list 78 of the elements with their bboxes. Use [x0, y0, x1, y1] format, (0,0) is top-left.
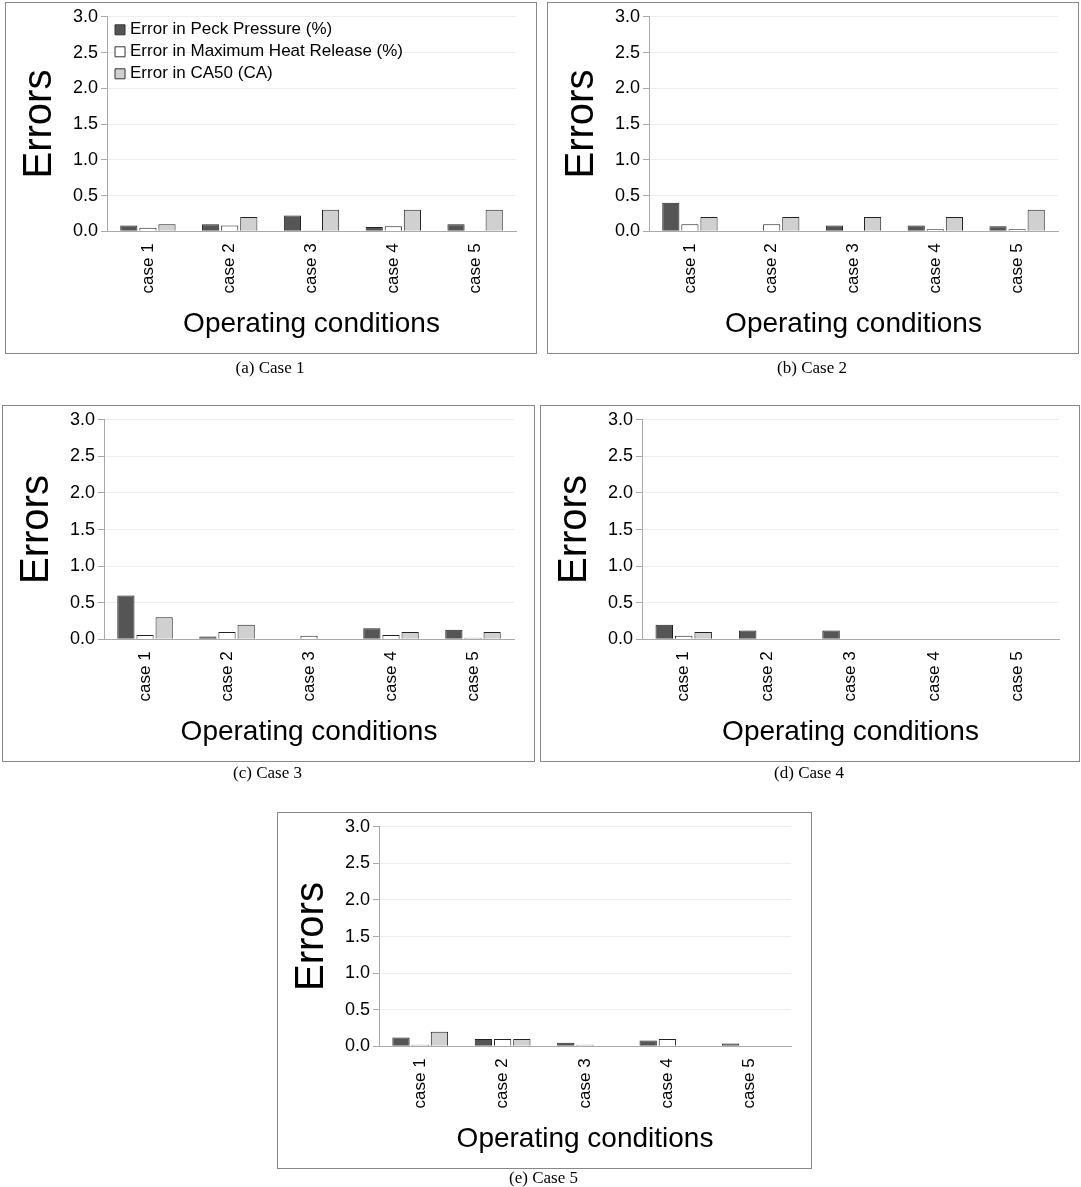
y-axis-title: Errors [12, 475, 57, 584]
x-axis-title: Operating conditions [180, 714, 438, 746]
y-axis-title: Errors [550, 475, 595, 584]
x-tick-label: case 4 [380, 651, 400, 702]
legend-label: Error in Maximum Heat Release (%) [130, 41, 404, 61]
x-tick-label: case 2 [492, 1058, 512, 1109]
y-axis-title: Errors [287, 882, 332, 991]
y-tick-label: 1.0 [344, 962, 371, 983]
y-tick-label: 1.5 [607, 518, 634, 539]
y-tick-label: 0.0 [607, 628, 634, 649]
y-tick-label: 0.5 [607, 591, 634, 612]
y-tick-label: 0.5 [614, 184, 641, 205]
y-tick-label: 1.0 [614, 148, 641, 169]
y-tick-label: 0.0 [69, 628, 96, 649]
x-tick-label: case 1 [137, 243, 157, 294]
x-tick-label: case 1 [673, 651, 693, 702]
legend-label: Error in Peck Pressure (%) [130, 19, 333, 39]
x-axis-title: Operating conditions [722, 714, 979, 746]
x-tick-label: case 4 [923, 651, 943, 702]
x-tick-label: case 2 [219, 243, 239, 294]
x-tick-label: case 4 [657, 1058, 677, 1109]
y-tick-label: 1.5 [72, 113, 99, 134]
text: (a) Case 1 [234, 358, 306, 378]
x-tick-label: case 2 [761, 243, 781, 294]
x-axis-title: Operating conditions [725, 306, 982, 338]
y-tick-label: 2.5 [614, 41, 641, 62]
y-tick-label: 3.0 [344, 815, 371, 836]
y-tick-label: 2.0 [614, 77, 641, 98]
y-tick-label: 0.5 [69, 591, 96, 612]
y-tick-label: 2.5 [72, 41, 99, 62]
y-tick-label: 3.0 [607, 408, 634, 429]
x-tick-label: case 3 [301, 243, 321, 294]
x-tick-label: case 4 [924, 243, 944, 294]
y-tick-label: 0.0 [614, 220, 641, 241]
y-tick-label: 2.5 [607, 445, 634, 466]
text: (b) Case 2 [776, 358, 848, 378]
y-tick-label: 2.0 [607, 481, 634, 502]
legend-label: Error in CA50 (CA) [130, 63, 273, 83]
y-tick-label: 3.0 [69, 408, 96, 429]
y-tick-label: 0.0 [344, 1035, 371, 1056]
y-tick-label: 2.0 [69, 481, 96, 502]
x-tick-label: case 5 [1006, 243, 1026, 294]
y-axis-title: Errors [557, 69, 602, 179]
y-tick-label: 2.5 [69, 445, 96, 466]
x-tick-label: case 3 [574, 1058, 594, 1109]
x-tick-label: case 3 [840, 651, 860, 702]
y-tick-label: 0.5 [72, 184, 99, 205]
x-tick-label: case 1 [679, 243, 699, 294]
y-tick-label: 2.0 [344, 888, 371, 909]
y-axis-title: Errors [15, 69, 60, 179]
y-tick-label: 0.0 [72, 220, 99, 241]
y-tick-label: 1.5 [69, 518, 96, 539]
y-tick-label: 3.0 [72, 5, 99, 26]
text: (d) Case 4 [773, 763, 845, 783]
x-tick-label: case 1 [409, 1058, 429, 1109]
x-tick-label: case 5 [1006, 651, 1026, 702]
x-axis-title: Operating conditions [456, 1121, 714, 1153]
y-tick-label: 2.5 [344, 852, 371, 873]
x-tick-label: case 4 [382, 243, 402, 294]
text: (e) Case 5 [508, 1168, 579, 1187]
y-tick-label: 1.0 [69, 555, 96, 576]
x-tick-label: case 5 [739, 1058, 759, 1109]
x-tick-label: case 3 [298, 651, 318, 702]
x-tick-label: case 1 [134, 651, 154, 702]
y-tick-label: 1.0 [72, 148, 99, 169]
y-tick-label: 1.5 [614, 113, 641, 134]
x-tick-label: case 2 [216, 651, 236, 702]
y-tick-label: 3.0 [614, 5, 641, 26]
text: (c) Case 3 [232, 763, 303, 783]
x-axis-title: Operating conditions [183, 306, 440, 338]
x-tick-label: case 2 [756, 651, 776, 702]
y-tick-label: 0.5 [344, 998, 371, 1019]
y-tick-label: 1.5 [344, 925, 371, 946]
x-tick-label: case 5 [464, 243, 484, 294]
x-tick-label: case 3 [843, 243, 863, 294]
y-tick-label: 1.0 [607, 555, 634, 576]
x-tick-label: case 5 [462, 651, 482, 702]
y-tick-label: 2.0 [72, 77, 99, 98]
